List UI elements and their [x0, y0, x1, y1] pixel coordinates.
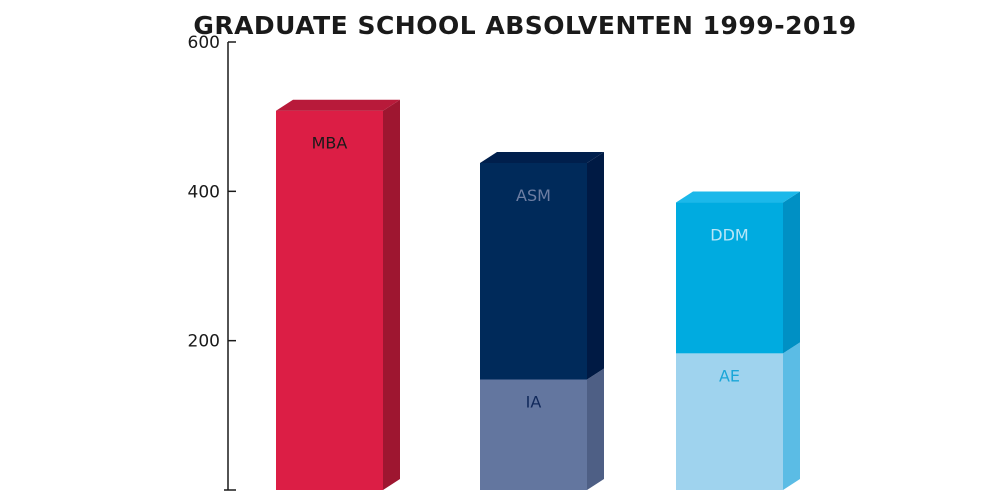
segment-label: MBA — [312, 134, 348, 153]
chart-title: GRADUATE SCHOOL ABSOLVENTEN 1999-2019 — [193, 11, 856, 40]
segment-label: DDM — [710, 226, 748, 245]
bar-segment-side — [383, 99, 400, 491]
bar-3: AE DDM — [676, 191, 800, 490]
segment-label: IA — [526, 392, 542, 411]
y-tick-label: 200 — [188, 332, 220, 352]
segment-label: ASM — [516, 186, 551, 205]
y-axis: 600 400 200 — [188, 33, 236, 491]
bar-segment-ddm — [676, 202, 783, 354]
bar-segment-ia — [480, 379, 587, 490]
y-tick-label: 600 — [188, 33, 220, 53]
bar-segment-side — [783, 191, 800, 354]
y-tick-label: 400 — [188, 182, 220, 202]
segment-label: AE — [719, 366, 740, 385]
bar-segment-side — [587, 151, 604, 380]
bar-top-face — [480, 151, 604, 163]
bar-top-face — [676, 191, 800, 203]
bar-1: MBA — [276, 99, 400, 491]
bar-segment-side — [587, 368, 604, 490]
bar-segment-asm — [480, 162, 587, 380]
bar-segment-mba — [276, 110, 383, 491]
bar-top-face — [276, 99, 400, 111]
bar-2: IA ASM — [480, 151, 604, 490]
bars-group: MBA IA ASM AE DDM — [276, 99, 800, 491]
bar-segment-side — [783, 342, 800, 490]
bar-segment-ae — [676, 353, 783, 490]
